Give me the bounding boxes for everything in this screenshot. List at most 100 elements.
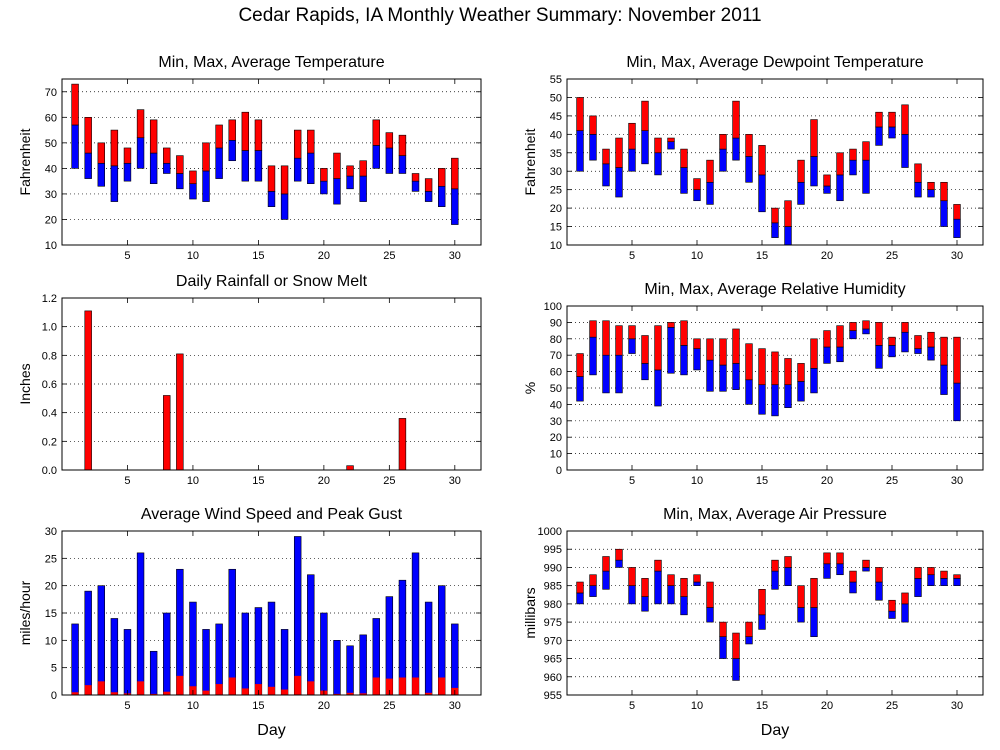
bar-series bbox=[576, 320, 961, 422]
chart-title: Average Wind Speed and Peak Gust bbox=[141, 506, 403, 523]
y-tick-label: 10 bbox=[45, 635, 57, 647]
x-tick-label: 15 bbox=[252, 250, 264, 262]
bar-above-average bbox=[823, 174, 831, 187]
x-tick-label: 25 bbox=[383, 250, 395, 262]
x-tick-label: 25 bbox=[886, 475, 898, 487]
x-tick-label: 10 bbox=[187, 250, 199, 262]
bar-below-average bbox=[576, 592, 584, 605]
wind-panel: 5 10 15 20 25 30 0 5 10 15 20 25 30 Average Wind Spee… bbox=[17, 506, 482, 739]
gust-bar bbox=[411, 552, 420, 696]
y-tick-label: 30 bbox=[550, 166, 562, 178]
speed-bar bbox=[425, 692, 433, 695]
bar-below-average bbox=[849, 581, 857, 594]
bar-below-average bbox=[875, 126, 883, 146]
y-axis-label: Inches bbox=[17, 363, 33, 404]
bar-below-average bbox=[888, 345, 896, 358]
bar-above-average bbox=[398, 134, 407, 156]
rain-bar bbox=[346, 465, 354, 471]
bar-below-average bbox=[667, 327, 675, 374]
y-tick-label: 0.8 bbox=[42, 350, 57, 362]
temperature-panel: 5 10 15 20 25 30 10 20 30 40 50 60 70 Min, Max, Avera… bbox=[17, 54, 482, 262]
gust-bar bbox=[84, 590, 92, 696]
gust-bar bbox=[189, 601, 197, 696]
bar-above-average bbox=[706, 338, 714, 361]
gust-bar bbox=[163, 612, 171, 696]
bar-above-average bbox=[84, 117, 92, 154]
bar-above-average bbox=[875, 111, 883, 128]
x-tick-label: 20 bbox=[821, 475, 833, 487]
x-tick-label: 20 bbox=[821, 250, 833, 262]
bar-above-average bbox=[810, 119, 818, 157]
y-tick-label: 80 bbox=[550, 334, 562, 346]
bar-above-average bbox=[823, 330, 831, 348]
bar-above-average bbox=[940, 570, 948, 579]
y-tick-label: 15 bbox=[45, 608, 57, 620]
x-tick-label: 5 bbox=[629, 700, 635, 712]
bar-below-average bbox=[771, 384, 779, 417]
bar-above-average bbox=[576, 581, 584, 594]
y-axis-label: Fahrenheit bbox=[522, 128, 538, 195]
bar-above-average bbox=[693, 178, 701, 190]
bar-below-average bbox=[602, 570, 610, 590]
bar-above-average bbox=[411, 173, 420, 182]
gust-bar bbox=[149, 650, 158, 696]
bar-below-average bbox=[901, 331, 909, 353]
bar-below-average bbox=[615, 354, 623, 394]
y-tick-label: 1000 bbox=[538, 526, 562, 538]
bar-below-average bbox=[641, 363, 649, 381]
plot-frame bbox=[61, 78, 482, 246]
x-tick-label: 10 bbox=[691, 250, 703, 262]
bar-below-average bbox=[836, 174, 844, 202]
bar-below-average bbox=[320, 180, 328, 195]
bar-above-average bbox=[849, 322, 857, 331]
bar-below-average bbox=[241, 150, 250, 182]
pressure-panel: 5 10 15 20 25 30 955 960 965 970 975 980 985 990 995 10… bbox=[522, 506, 984, 739]
bar-above-average bbox=[280, 165, 289, 195]
gust-bar bbox=[424, 601, 433, 696]
bar-above-average bbox=[602, 148, 610, 165]
bar-above-average bbox=[862, 141, 870, 161]
y-tick-label: 60 bbox=[45, 112, 57, 124]
bar-above-average bbox=[836, 152, 844, 176]
rain-bar bbox=[84, 310, 92, 471]
bar-below-average bbox=[875, 345, 883, 369]
speed-bar bbox=[228, 677, 236, 695]
y-tick-label: 960 bbox=[544, 672, 562, 684]
bar-below-average bbox=[953, 578, 961, 586]
page-title: Cedar Rapids, IA Monthly Weather Summary… bbox=[238, 5, 762, 26]
bar-below-average bbox=[953, 218, 961, 238]
y-tick-label: 5 bbox=[51, 663, 57, 675]
y-axis-label: % bbox=[522, 382, 538, 394]
bar-below-average bbox=[602, 163, 610, 187]
bar-below-average bbox=[438, 185, 446, 207]
y-tick-label: 980 bbox=[544, 599, 562, 611]
bar-below-average bbox=[927, 189, 935, 198]
x-tick-label: 25 bbox=[383, 475, 395, 487]
bar-below-average bbox=[333, 178, 341, 205]
bar-below-average bbox=[875, 581, 883, 601]
bar-below-average bbox=[914, 348, 922, 354]
y-tick-label: 20 bbox=[550, 432, 562, 444]
y-tick-label: 15 bbox=[550, 222, 562, 234]
bar-below-average bbox=[823, 346, 831, 364]
bar-above-average bbox=[875, 567, 883, 583]
bar-series bbox=[576, 548, 961, 681]
bar-below-average bbox=[836, 346, 844, 363]
bar-below-average bbox=[359, 175, 367, 202]
bar-above-average bbox=[862, 320, 870, 330]
bar-below-average bbox=[771, 222, 779, 238]
speed-bar bbox=[281, 689, 288, 695]
bar-above-average bbox=[953, 336, 961, 384]
speed-bar bbox=[97, 681, 105, 695]
bar-series bbox=[576, 97, 961, 246]
gust-bar bbox=[451, 623, 459, 696]
bar-above-average bbox=[706, 581, 714, 608]
y-tick-label: 20 bbox=[45, 214, 57, 226]
bar-above-average bbox=[385, 132, 394, 149]
x-tick-label: 5 bbox=[629, 475, 635, 487]
x-axis-label: Day bbox=[761, 722, 789, 739]
bar-below-average bbox=[576, 130, 584, 172]
bar-above-average bbox=[888, 599, 896, 612]
bar-below-average bbox=[732, 658, 740, 681]
